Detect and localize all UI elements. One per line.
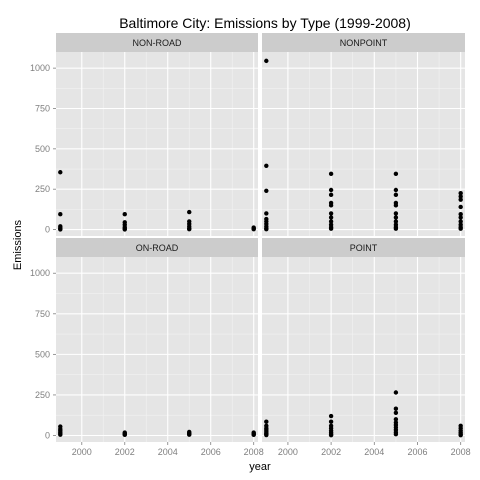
facet-strip-label: POINT [350,243,378,253]
data-point [393,211,399,216]
y-tick-label: 500 [35,349,50,359]
data-point [187,227,192,232]
facet-panels: NON-ROAD 0 250 500 750 1000 NONPOINT ON-ROAD 0 25… [30,33,471,457]
y-tick-label: 500 [35,144,50,154]
facet-strip-label: ON-ROAD [136,243,179,253]
facet-panel-background [56,52,258,236]
data-point [328,432,334,438]
x-tick-label: 2004 [158,447,178,457]
x-tick-label: 2002 [321,447,341,457]
x-tick-label: 2008 [244,447,264,457]
data-point [393,417,399,422]
data-point [58,227,63,232]
data-point [328,211,334,216]
data-point [328,192,334,198]
data-point [458,215,463,220]
data-point [393,215,399,220]
facet-strip-label: NONPOINT [340,38,388,48]
data-point [328,219,334,224]
x-tick-label: 2008 [451,447,471,457]
data-point [328,419,334,424]
data-point [264,58,269,64]
data-point [458,219,463,224]
y-tick-label: 1000 [30,63,50,73]
y-tick-label: 1000 [30,268,50,278]
data-point [393,410,399,415]
data-point [264,163,269,168]
data-point [58,432,63,437]
data-point [264,432,269,438]
data-point [458,197,463,202]
data-point [458,212,463,217]
y-tick-label: 0 [45,225,50,235]
data-point [251,227,256,232]
y-tick-label: 750 [35,103,50,113]
x-tick-label: 2004 [364,447,384,457]
data-point [264,188,269,194]
x-tick-label: 2006 [407,447,427,457]
data-point [264,211,269,216]
facet-panel-background [262,52,465,236]
x-tick-label: 2002 [115,447,135,457]
data-point [393,226,399,231]
y-tick-label: 250 [35,390,50,400]
data-point [458,432,463,438]
data-point [393,187,399,193]
facet-strip [262,33,465,52]
data-point [264,419,269,424]
facet-strip [56,33,258,52]
data-point [393,390,399,395]
y-axis-title: Emissions [12,219,24,270]
data-point [393,203,399,208]
facet-panel-background [262,257,465,442]
facet-strip [262,238,465,257]
data-point [122,212,127,217]
data-point [458,194,463,199]
facet-strip [56,238,258,257]
data-point [187,432,192,437]
data-point [328,215,334,220]
data-point [458,226,463,231]
data-point [458,204,463,210]
y-tick-label: 750 [35,309,50,319]
data-point [58,170,63,175]
data-point [122,432,127,438]
data-point [122,227,127,232]
x-tick-label: 2006 [201,447,221,457]
facet-strip-label: NON-ROAD [133,38,182,48]
data-point [328,203,334,208]
x-tick-label: 2000 [72,447,92,457]
data-point [393,192,399,198]
x-axis-title: year [249,461,271,473]
data-point [328,171,334,177]
data-point [58,212,63,217]
data-point [328,413,334,419]
data-point [458,191,463,196]
data-point [393,219,399,224]
facet-panel-background [56,257,258,442]
data-point [187,209,192,215]
data-point [393,432,399,437]
data-point [264,227,269,232]
data-point [393,406,399,411]
y-tick-label: 250 [35,184,50,194]
data-point [251,432,256,438]
chart-title: Baltimore City: Emissions by Type (1999-… [119,15,411,31]
data-point [328,226,334,231]
y-tick-label: 0 [45,431,50,441]
data-point [393,171,399,177]
x-tick-label: 2000 [278,447,298,457]
data-point [328,187,334,193]
